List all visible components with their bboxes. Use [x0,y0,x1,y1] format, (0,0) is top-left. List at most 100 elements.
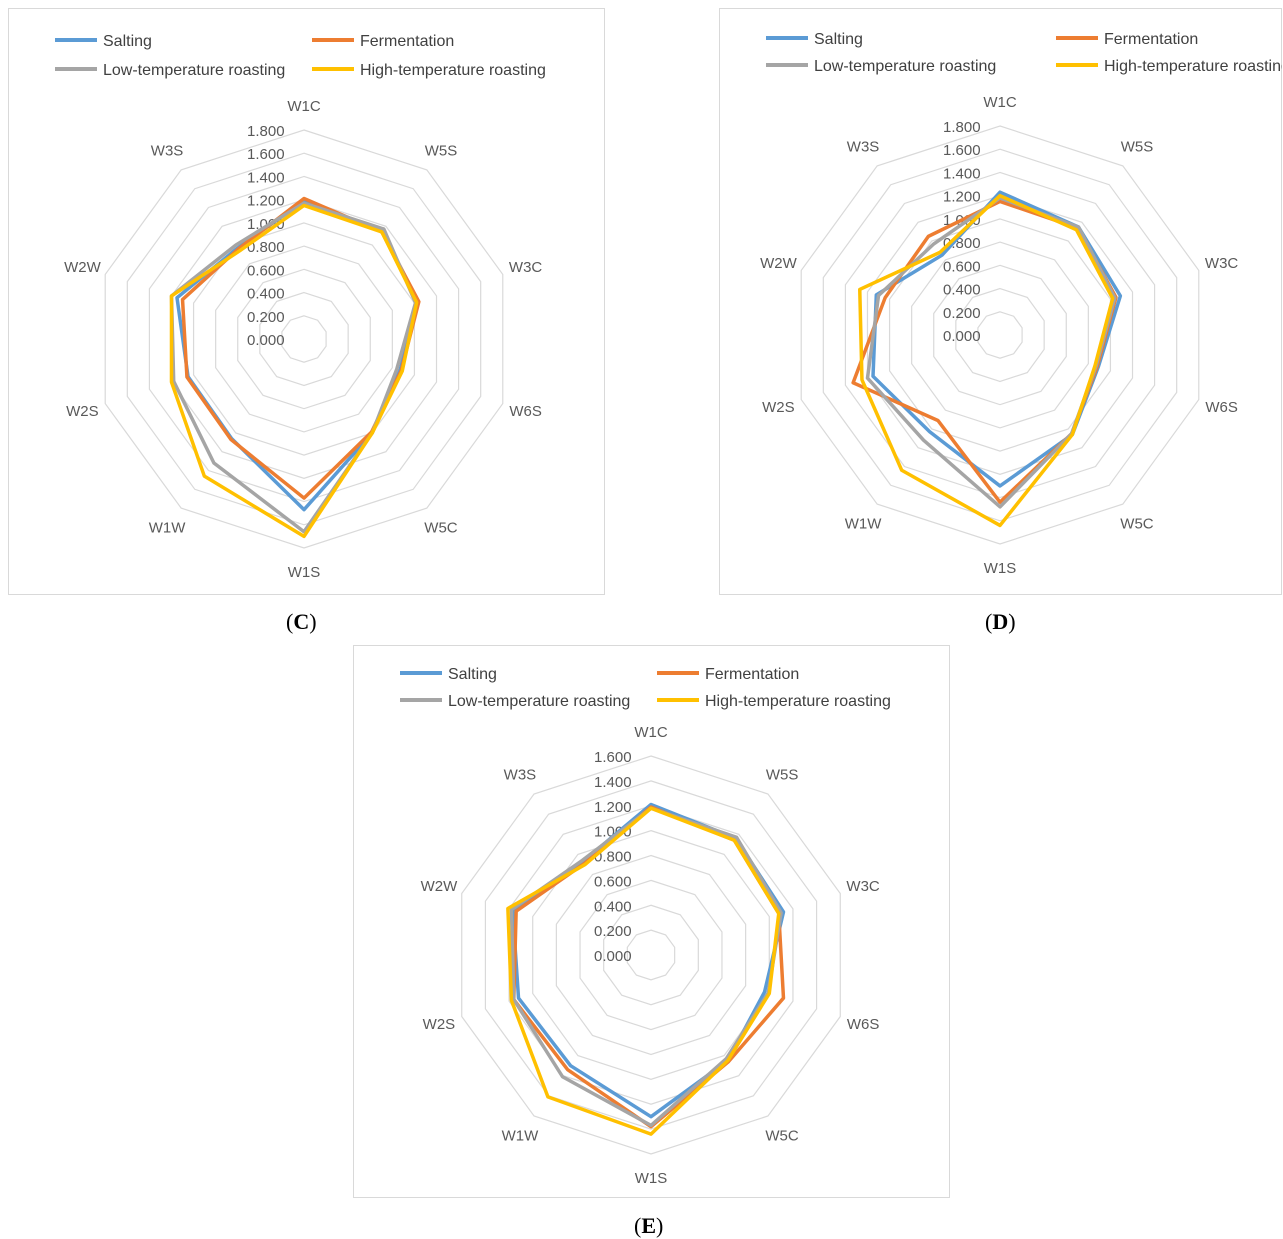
axis-label: W5S [766,767,799,784]
axis-label: W2S [423,1016,456,1033]
grid-ring [532,829,770,1081]
axis-label: W1C [634,724,668,741]
grid-ring [215,245,393,433]
r-tick-label: 1.600 [943,142,981,159]
grid-ring [192,222,416,456]
axis-label: W6S [1205,399,1238,416]
r-tick-label: 1.600 [594,749,632,766]
legend-label: Low-temperature roasting [103,62,285,79]
grid-ring [626,929,676,981]
grid-ring [461,755,841,1155]
r-tick-label: 1.200 [943,189,981,206]
radar-panel-e: 0.000 0.200 0.400 0.600 0.800 1.000 1.200 1.400… [353,645,950,1198]
series-line-high-temperature-roasting [506,806,781,1136]
axis-label: W1S [984,560,1017,577]
grid-ring [911,241,1089,429]
series-line-high-temperature-roasting [169,203,419,539]
grid-ring [603,904,699,1006]
grid-ring [822,148,1178,522]
legend-label: Low-temperature roasting [448,693,630,710]
legend-label: Fermentation [1104,31,1198,48]
radar-chart-d: 0.0000.2000.4000.6000.8001.0001.2001.400… [719,8,1282,595]
legend-label: High-temperature roasting [705,693,891,710]
axis-label: W2W [64,259,102,276]
legend-label: Salting [814,31,863,48]
r-tick-label: 0.800 [594,849,632,866]
r-tick-label: 1.600 [247,146,285,163]
axis-label: W5C [424,520,458,537]
axis-label: W3S [847,138,880,155]
grid-ring [126,152,482,526]
axis-label: W3S [504,767,537,784]
grid-ring [281,315,327,363]
r-tick-label: 0.000 [943,328,981,345]
r-tick-label: 1.200 [594,799,632,816]
axis-label: W1C [287,98,321,115]
r-tick-label: 1.800 [247,123,285,140]
r-tick-label: 0.200 [943,305,981,322]
r-tick-label: 0.400 [943,282,981,299]
r-tick-label: 1.400 [594,774,632,791]
r-tick-label: 0.200 [594,923,632,940]
axis-label: W3C [846,878,880,895]
axis-label: W5C [765,1127,799,1144]
legend-label: Fermentation [705,666,799,683]
r-tick-label: 0.200 [247,309,285,326]
grid-ring [484,780,818,1130]
legend-label: Low-temperature roasting [814,58,996,75]
axis-label: W2S [66,403,99,420]
r-tick-label: 0.800 [247,239,285,256]
axis-label: W2W [760,255,798,272]
grid-ring [104,129,504,549]
axis-label: W3C [509,259,543,276]
grid-ring [555,854,747,1056]
grid-ring [508,805,794,1105]
axis-label: W1S [635,1170,668,1187]
r-tick-label: 0.000 [594,948,632,965]
grid-ring [955,287,1045,383]
axis-label: W5S [1121,138,1154,155]
caption-c: (C) [286,609,317,634]
axis-label: W2S [762,399,795,416]
r-tick-label: 1.400 [247,169,285,186]
r-tick-label: 0.600 [594,873,632,890]
axis-label: W3C [1205,255,1239,272]
axis-label: W6S [847,1016,880,1033]
caption-d: (D) [985,609,1016,634]
axis-label: W3S [151,142,184,159]
r-tick-label: 0.400 [247,286,285,303]
axis-label: W1W [502,1127,540,1144]
series-line-high-temperature-roasting [858,193,1115,528]
radar-chart-e: 0.0000.2000.4000.6000.8001.0001.2001.400… [353,645,950,1198]
axis-label: W5C [1120,516,1154,533]
grid-ring [237,268,371,410]
r-tick-label: 0.400 [594,898,632,915]
series-line-low-temperature-roasting [865,196,1117,509]
grid-ring [933,264,1067,406]
caption-e: (E) [634,1213,664,1238]
r-tick-label: 0.000 [247,332,285,349]
grid-ring [800,125,1200,545]
axis-label: W1C [983,94,1017,111]
legend-label: Fermentation [360,33,454,50]
radar-chart-c: 0.0000.2000.4000.6000.8001.0001.2001.400… [8,8,605,595]
legend-label: High-temperature roasting [360,62,546,79]
grid-ring [977,311,1023,359]
grid-ring [259,291,349,387]
axis-label: W6S [509,403,542,420]
grid-ring [866,195,1134,475]
grid-ring [844,171,1156,499]
legend-label: High-temperature roasting [1104,58,1282,75]
legend-label: Salting [448,666,497,683]
r-tick-label: 1.400 [943,165,981,182]
radar-panel-c: 0.000 0.200 0.400 0.600 0.800 1.000 1.200 1.400… [8,8,605,595]
r-tick-label: 1.200 [247,193,285,210]
grid-ring [148,175,460,503]
grid-ring [579,879,723,1031]
axis-label: W1W [845,516,883,533]
chart-frame [353,645,950,1198]
legend-label: Salting [103,33,152,50]
radar-panel-d: 0.000 0.200 0.400 0.600 0.800 1.000 1.200 1.400… [719,8,1282,595]
axis-label: W1S [288,564,321,581]
r-tick-label: 1.800 [943,119,981,136]
